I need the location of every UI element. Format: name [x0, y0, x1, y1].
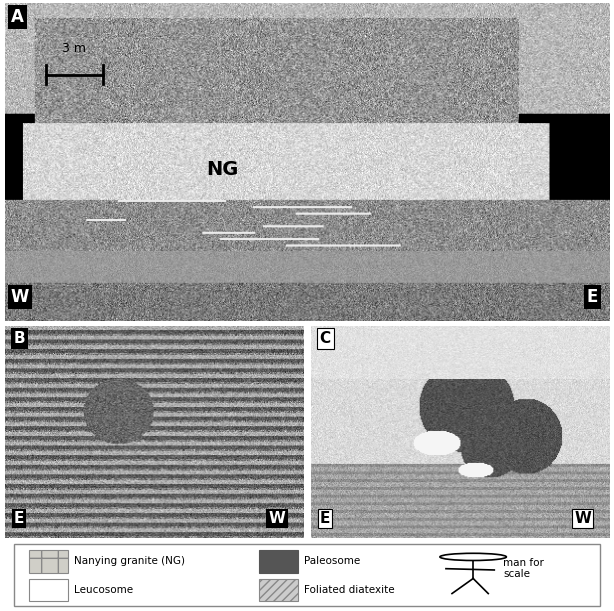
- Text: Leucosome: Leucosome: [74, 585, 133, 595]
- Text: Paleosome: Paleosome: [304, 557, 360, 566]
- Text: W: W: [268, 511, 286, 525]
- Text: A: A: [11, 8, 24, 26]
- Text: W: W: [574, 511, 591, 525]
- Text: Foliated diatexite: Foliated diatexite: [304, 585, 395, 595]
- Text: man for
scale: man for scale: [503, 558, 544, 579]
- Text: E: E: [14, 511, 24, 525]
- Bar: [258, 579, 298, 601]
- Text: NG: NG: [206, 160, 239, 179]
- Text: E: E: [587, 288, 598, 306]
- Text: Nanying granite (NG): Nanying granite (NG): [74, 557, 185, 566]
- Text: 3 m: 3 m: [63, 42, 87, 56]
- Bar: [29, 579, 68, 601]
- Bar: [29, 551, 68, 573]
- Text: E: E: [320, 511, 330, 525]
- Bar: [258, 551, 298, 573]
- Text: C: C: [320, 331, 331, 346]
- Text: W: W: [11, 288, 29, 306]
- Text: B: B: [14, 331, 26, 346]
